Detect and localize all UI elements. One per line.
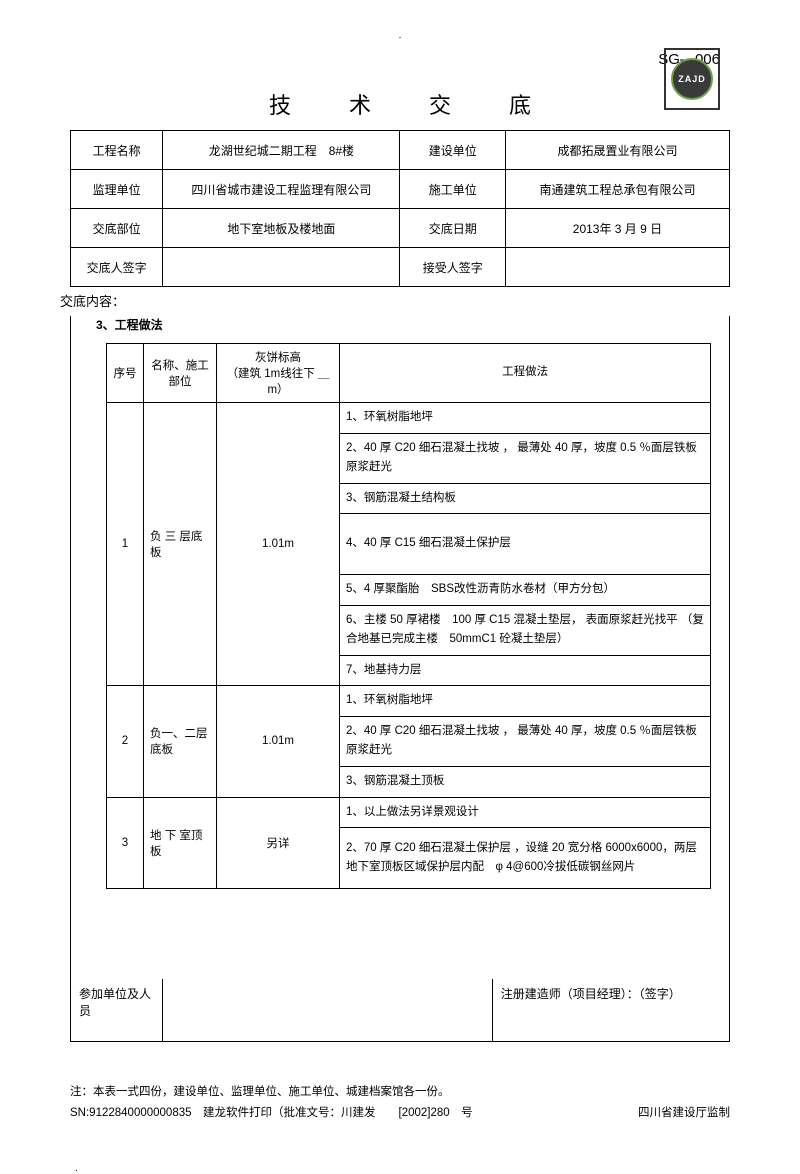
cell-method: 2、40 厚 C20 细石混凝土找坡 ， 最薄处 40 厚，坡度 0.5 ％面层… — [340, 716, 711, 766]
label: 工程名称 — [71, 131, 163, 170]
value: 成都拓晟置业有限公司 — [505, 131, 729, 170]
cell-seq: 2 — [107, 686, 144, 797]
cell-method: 7、地基持力层 — [340, 655, 711, 686]
cell-height: 1.01m — [217, 686, 340, 797]
cell-method: 4、40 厚 C15 细石混凝土保护层 — [340, 514, 711, 575]
table-row: 2 负一、二层底板 1.01m 1、环氧树脂地坪 — [107, 686, 711, 717]
value: 南通建筑工程总承包有限公司 — [505, 170, 729, 209]
cell-height: 1.01m — [217, 403, 340, 686]
cell-method: 6、主楼 50 厚裙楼 100 厚 C15 混凝土垫层， 表面原浆赶光找平 （复… — [340, 605, 711, 655]
value: 四川省城市建设工程监理有限公司 — [163, 170, 400, 209]
footer-right: 四川省建设厅监制 — [638, 1103, 730, 1124]
info-table: 工程名称 龙湖世纪城二期工程 8#楼 建设单位 成都拓晟置业有限公司 监理单位 … — [70, 130, 730, 287]
value: 龙湖世纪城二期工程 8#楼 — [163, 131, 400, 170]
page: . SG—006 技 术 交 底 ZAJD 工程名称 龙湖世纪城二期工程 8#楼… — [0, 0, 800, 1133]
value: 地下室地板及楼地面 — [163, 209, 400, 248]
table-row: 交底人签字 接受人签字 — [71, 248, 730, 287]
footer-note: 注：本表一式四份，建设单位、监理单位、施工单位、城建档案馆各一份。 — [70, 1082, 730, 1103]
methods-table: 序号 名称、施工部位 灰饼标高 （建筑 1m线往下 ＿m） 工程做法 1 负 三… — [106, 343, 711, 889]
cell-part: 负一、二层底板 — [144, 686, 217, 797]
label: 交底人签字 — [71, 248, 163, 287]
header-seq: 序号 — [107, 344, 144, 403]
content-body: 3、工程做法 序号 名称、施工部位 灰饼标高 （建筑 1m线往下 ＿m） 工程做… — [70, 316, 730, 979]
document-code: SG—006 — [70, 51, 730, 68]
logo-box: ZAJD — [664, 48, 720, 110]
cell-method: 3、钢筋混凝土结构板 — [340, 483, 711, 514]
cell-method: 3、钢筋混凝土顶板 — [340, 767, 711, 798]
table-row: 参加单位及人员 注册建造师（项目经理）：（签字） — [71, 979, 730, 1042]
top-dot: . — [70, 30, 730, 41]
cell-seq: 1 — [107, 403, 144, 686]
footer: 注：本表一式四份，建设单位、监理单位、施工单位、城建档案馆各一份。 SN:912… — [70, 1082, 730, 1123]
cell-method: 1、环氧树脂地坪 — [340, 686, 711, 717]
cell-method: 1、环氧树脂地坪 — [340, 403, 711, 434]
value — [505, 248, 729, 287]
participants-value — [163, 979, 493, 1042]
content-label: 交底内容： — [60, 291, 730, 310]
page-title: 技 术 交 底 — [251, 88, 549, 120]
table-row: 3 地 下 室顶板 另详 1、以上做法另详景观设计 — [107, 797, 711, 828]
label: 施工单位 — [400, 170, 505, 209]
table-row: 1 负 三 层底板 1.01m 1、环氧树脂地坪 — [107, 403, 711, 434]
label: 接受人签字 — [400, 248, 505, 287]
logo-icon: ZAJD — [671, 58, 713, 100]
table-row: 监理单位 四川省城市建设工程监理有限公司 施工单位 南通建筑工程总承包有限公司 — [71, 170, 730, 209]
cell-part: 负 三 层底板 — [144, 403, 217, 686]
cell-method: 2、40 厚 C20 细石混凝土找坡 ， 最薄处 40 厚，坡度 0.5 ％面层… — [340, 433, 711, 483]
header-method: 工程做法 — [340, 344, 711, 403]
bottom-table: 参加单位及人员 注册建造师（项目经理）：（签字） — [70, 979, 730, 1042]
cell-part: 地 下 室顶板 — [144, 797, 217, 889]
cell-height: 另详 — [217, 797, 340, 889]
label: 交底部位 — [71, 209, 163, 248]
participants-label: 参加单位及人员 — [71, 979, 163, 1042]
subsection-title: 3、工程做法 — [71, 316, 729, 333]
table-row: 工程名称 龙湖世纪城二期工程 8#楼 建设单位 成都拓晟置业有限公司 — [71, 131, 730, 170]
value: 2013年 3 月 9 日 — [505, 209, 729, 248]
label: 交底日期 — [400, 209, 505, 248]
header-height-main: 灰饼标高 — [223, 349, 333, 365]
cell-method: 1、以上做法另详景观设计 — [340, 797, 711, 828]
header-part: 名称、施工部位 — [144, 344, 217, 403]
header-height: 灰饼标高 （建筑 1m线往下 ＿m） — [217, 344, 340, 403]
label: 建设单位 — [400, 131, 505, 170]
signature-cell: 注册建造师（项目经理）：（签字） — [492, 979, 729, 1042]
table-row: 交底部位 地下室地板及楼地面 交底日期 2013年 3 月 9 日 — [71, 209, 730, 248]
header-height-sub: （建筑 1m线往下 ＿m） — [223, 365, 333, 397]
cell-seq: 3 — [107, 797, 144, 889]
bottom-dot: . — [70, 1163, 730, 1174]
cell-method: 5、4 厚聚酯胎 SBS改性沥青防水卷材（甲方分包） — [340, 575, 711, 606]
table-header-row: 序号 名称、施工部位 灰饼标高 （建筑 1m线往下 ＿m） 工程做法 — [107, 344, 711, 403]
footer-sn: SN:9122840000000835 建龙软件打印（批准文号：川建发 [200… — [70, 1103, 473, 1124]
value — [163, 248, 400, 287]
title-row: 技 术 交 底 ZAJD — [70, 88, 730, 120]
cell-method: 2、70 厚 C20 细石混凝土保护层 ，设缝 20 宽分格 6000x6000… — [340, 828, 711, 889]
label: 监理单位 — [71, 170, 163, 209]
footer-row: SN:9122840000000835 建龙软件打印（批准文号：川建发 [200… — [70, 1103, 730, 1124]
